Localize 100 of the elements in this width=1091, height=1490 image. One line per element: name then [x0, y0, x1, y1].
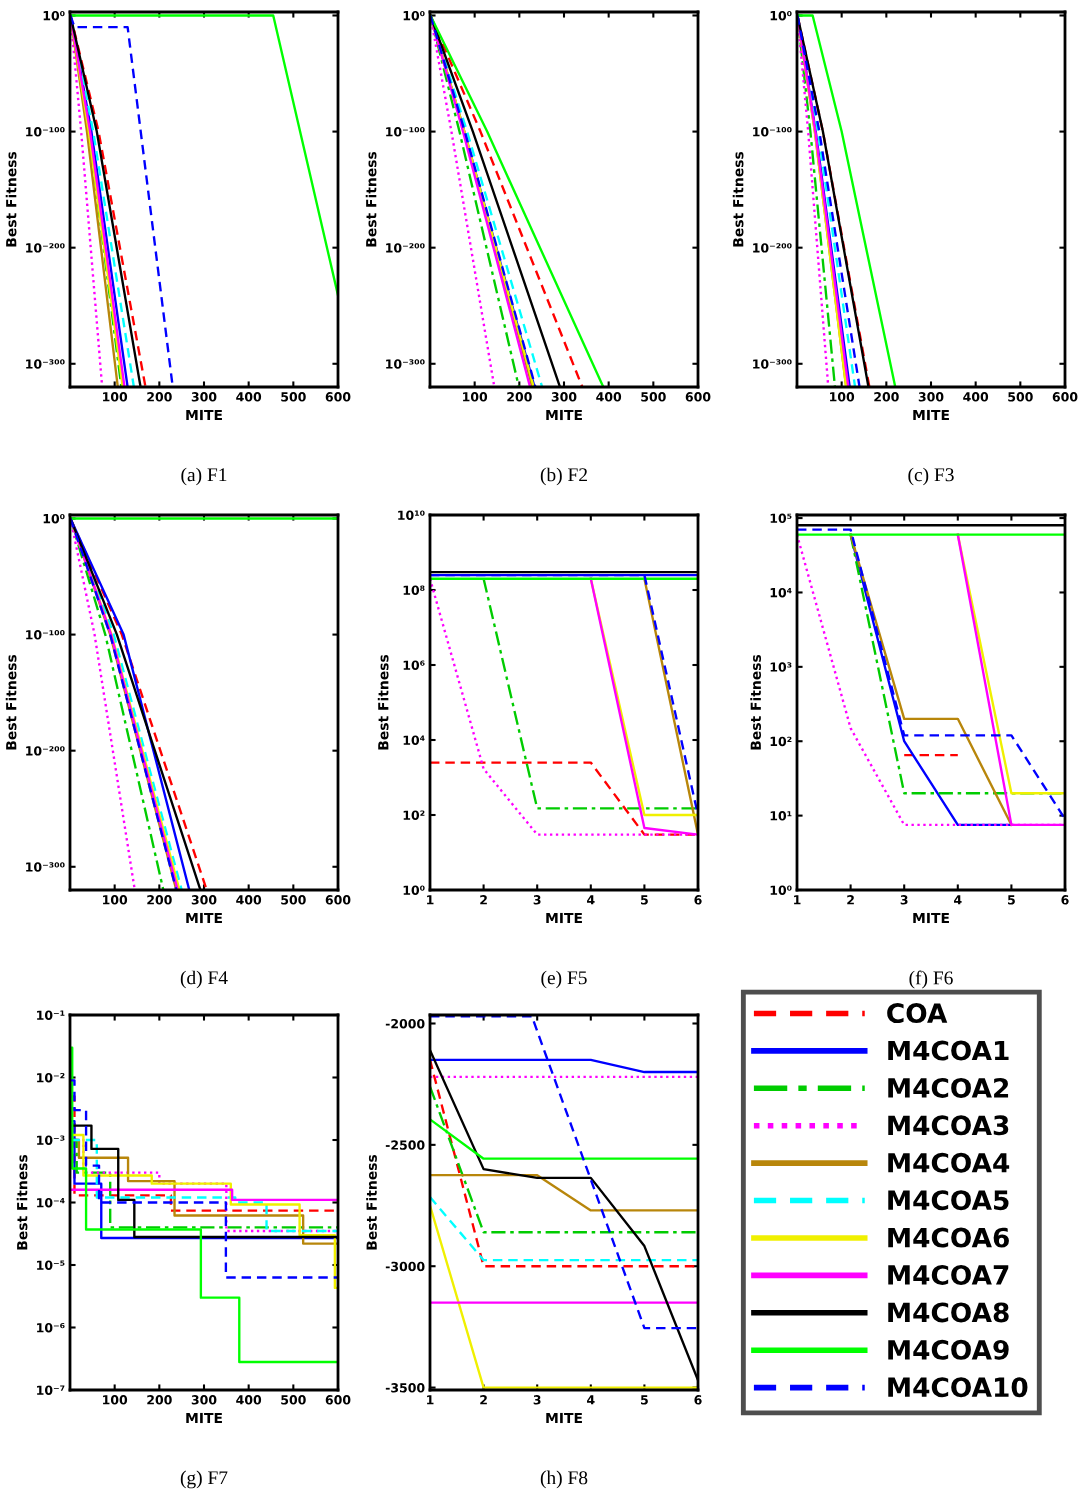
y-tick-label: -2500 — [385, 1140, 425, 1150]
y-tick-label: 10⁻⁶ — [37, 1322, 65, 1333]
x-tick-label: 100 — [830, 392, 855, 402]
x-tick-label: 6 — [1061, 895, 1069, 905]
x-tick-label: 300 — [191, 895, 217, 905]
x-tick-label: 1 — [427, 895, 434, 905]
x-tick-label: 400 — [963, 392, 989, 402]
x-tick-label: 4 — [954, 895, 962, 905]
x-axis-title: MITE — [186, 409, 222, 421]
y-tick-label: -3500 — [385, 1383, 425, 1393]
y-axis-title: Best Fitness — [377, 654, 389, 750]
x-tick-label: 5 — [641, 895, 648, 905]
y-tick-label: 10⁰ — [43, 10, 65, 21]
legend-label: M4COA2 — [888, 1077, 1009, 1098]
x-tick-label: 4 — [587, 1395, 595, 1405]
x-axis-title: MITE — [913, 409, 949, 421]
x-tick-label: 400 — [236, 392, 262, 402]
x-tick-label: 3 — [900, 895, 908, 905]
legend-label: M4COA4 — [888, 1152, 1010, 1173]
x-tick-label: 600 — [685, 392, 711, 402]
x-tick-label: 100 — [103, 895, 128, 905]
x-tick-label: 100 — [103, 1395, 128, 1405]
y-tick-label: 10² — [770, 736, 792, 747]
y-tick-label: 10⁻²⁰⁰ — [386, 243, 425, 253]
x-tick-label: 3 — [533, 895, 541, 905]
text: (f) F6 — [909, 970, 953, 989]
y-tick-label: 10⁸ — [403, 585, 425, 595]
x-tick-label: 600 — [325, 392, 351, 402]
y-tick-label: 10⁻² — [37, 1072, 65, 1083]
x-tick-label: 600 — [325, 1395, 351, 1405]
x-tick-label: 1 — [794, 895, 801, 905]
y-tick-label: 10⁴ — [403, 735, 425, 745]
x-tick-label: 400 — [596, 392, 622, 402]
x-axis-title: MITE — [913, 912, 949, 924]
text: (c) F3 — [908, 467, 954, 486]
x-tick-label: 500 — [1008, 392, 1033, 402]
y-tick-label: 10⁰ — [403, 10, 425, 21]
text: (h) F8 — [540, 1470, 588, 1489]
x-axis-title: MITE — [546, 409, 582, 421]
x-tick-label: 2 — [480, 895, 487, 905]
y-tick-label: 10⁻³ — [37, 1135, 65, 1145]
x-axis-title: MITE — [546, 912, 582, 924]
y-tick-label: 10⁻¹⁰⁰ — [753, 127, 792, 137]
legend-label: COA — [887, 1003, 948, 1024]
y-tick-label: 10⁻³⁰⁰ — [386, 359, 425, 369]
x-tick-label: 500 — [281, 895, 306, 905]
x-axis-title: MITE — [546, 1412, 582, 1424]
y-tick-label: 10⁻³⁰⁰ — [26, 862, 65, 872]
y-tick-label: 10⁻⁴ — [37, 1197, 65, 1208]
x-tick-label: 2 — [847, 895, 854, 905]
x-axis-title: MITE — [186, 1412, 222, 1424]
legend-label: M4COA9 — [888, 1339, 1009, 1360]
y-tick-label: 10² — [403, 810, 425, 820]
y-tick-label: 10⁻⁷ — [37, 1385, 65, 1395]
x-tick-label: 600 — [1052, 392, 1078, 402]
y-tick-label: 10¹⁰ — [398, 510, 425, 520]
y-tick-label: 10⁰ — [403, 885, 425, 895]
y-tick-label: 10⁻¹⁰⁰ — [26, 127, 65, 137]
x-tick-label: 500 — [281, 1395, 306, 1405]
y-tick-label: 10⁻⁵ — [37, 1260, 65, 1270]
text: (g) F7 — [180, 1470, 228, 1489]
x-axis-title: MITE — [186, 912, 222, 924]
y-axis-title: Best Fitness — [365, 151, 377, 247]
x-tick-label: 300 — [191, 1395, 217, 1405]
x-tick-label: 6 — [694, 1395, 702, 1405]
text: (e) F5 — [541, 970, 587, 989]
x-tick-label: 500 — [641, 392, 666, 402]
x-tick-label: 6 — [694, 895, 702, 905]
x-tick-label: 500 — [281, 392, 306, 402]
x-tick-label: 400 — [236, 1395, 262, 1405]
y-tick-label: 10⁻¹ — [37, 1010, 65, 1020]
x-tick-label: 200 — [147, 1395, 172, 1405]
y-axis-title: Best Fitness — [366, 1154, 377, 1250]
legend-label: M4COA5 — [888, 1190, 1009, 1211]
x-tick-label: 200 — [507, 392, 532, 402]
x-tick-label: 100 — [103, 392, 128, 402]
y-tick-label: 10⁻¹⁰⁰ — [386, 127, 425, 137]
y-tick-label: 10⁰ — [43, 513, 65, 524]
x-tick-label: 400 — [236, 895, 262, 905]
x-tick-label: 4 — [587, 895, 595, 905]
y-tick-label: 10⁰ — [770, 10, 792, 21]
y-axis-title: Best Fitness — [5, 151, 17, 247]
y-tick-label: 10⁻³⁰⁰ — [753, 359, 792, 369]
x-tick-label: 1 — [427, 1395, 434, 1405]
x-tick-label: 300 — [551, 392, 577, 402]
y-tick-label: 10⁶ — [403, 660, 425, 670]
y-axis-title: Best Fitness — [16, 1154, 28, 1250]
y-tick-label: -2000 — [385, 1018, 425, 1029]
y-tick-label: 10⁻²⁰⁰ — [753, 243, 792, 253]
x-tick-label: 200 — [874, 392, 899, 402]
x-tick-label: 2 — [480, 1395, 487, 1405]
x-tick-label: 100 — [463, 392, 488, 402]
x-tick-label: 3 — [533, 1395, 541, 1405]
y-tick-label: 10³ — [770, 662, 792, 672]
y-tick-label: 10⁻³⁰⁰ — [26, 359, 65, 369]
y-tick-label: 10⁻²⁰⁰ — [26, 243, 65, 253]
y-tick-label: 10⁻²⁰⁰ — [26, 746, 65, 756]
x-tick-label: 300 — [191, 392, 217, 402]
y-tick-label: 10⁵ — [770, 513, 792, 524]
y-tick-label: -3000 — [385, 1261, 425, 1272]
